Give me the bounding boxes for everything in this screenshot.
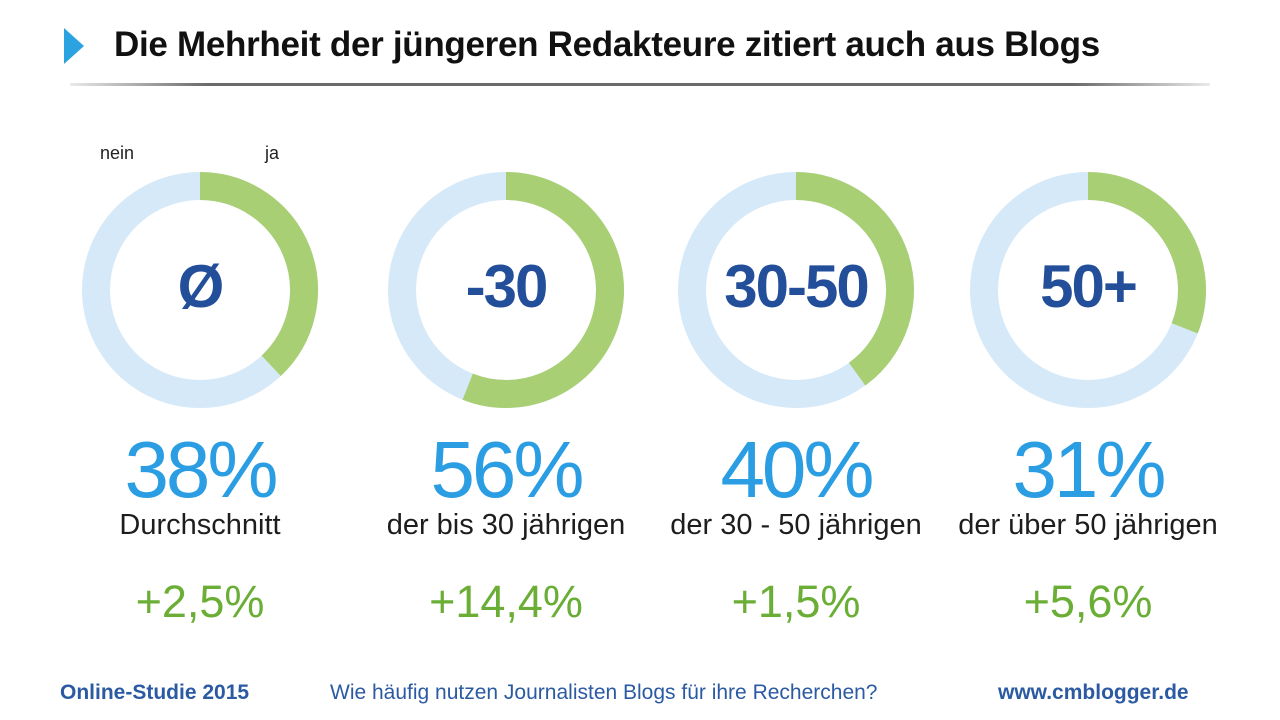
donut-center-label: Ø [177,253,225,320]
group-description: Durchschnitt [119,509,281,541]
donut-ja-arc [462,172,624,408]
footer-question: Wie häufig nutzen Journalisten Blogs für… [330,681,878,704]
percent-value: 40% [720,425,874,514]
group-description: der über 50 jährigen [958,509,1218,541]
legend-nein: nein [100,143,135,163]
percent-value: 38% [124,425,278,514]
donut-ja-arc [199,172,318,377]
footer-study-label: Online-Studie 2015 [60,681,250,704]
donut-ja-arc [1087,172,1206,334]
legend-ja: ja [265,143,280,163]
change-value: +2,5% [135,576,265,627]
change-value: +14,4% [429,576,583,627]
donut-center-label: 50+ [1040,253,1138,320]
percent-value: 31% [1012,425,1166,514]
page-title: Die Mehrheit der jüngeren Redakteure zit… [114,25,1100,64]
title-arrow-icon [64,28,84,64]
group-description: der bis 30 jährigen [386,509,626,541]
title-divider [70,83,1210,86]
donut-charts [82,172,1206,408]
percent-value: 56% [430,425,584,514]
donut-ja-arc [795,172,914,386]
change-value: +1,5% [731,576,861,627]
group-description: der 30 - 50 jährigen [670,509,922,541]
change-value: +5,6% [1023,576,1153,627]
donut-center-label: -30 [465,253,549,320]
footer-website-link[interactable]: www.cmblogger.de [998,681,1189,704]
donut-center-label: 30-50 [724,253,869,320]
